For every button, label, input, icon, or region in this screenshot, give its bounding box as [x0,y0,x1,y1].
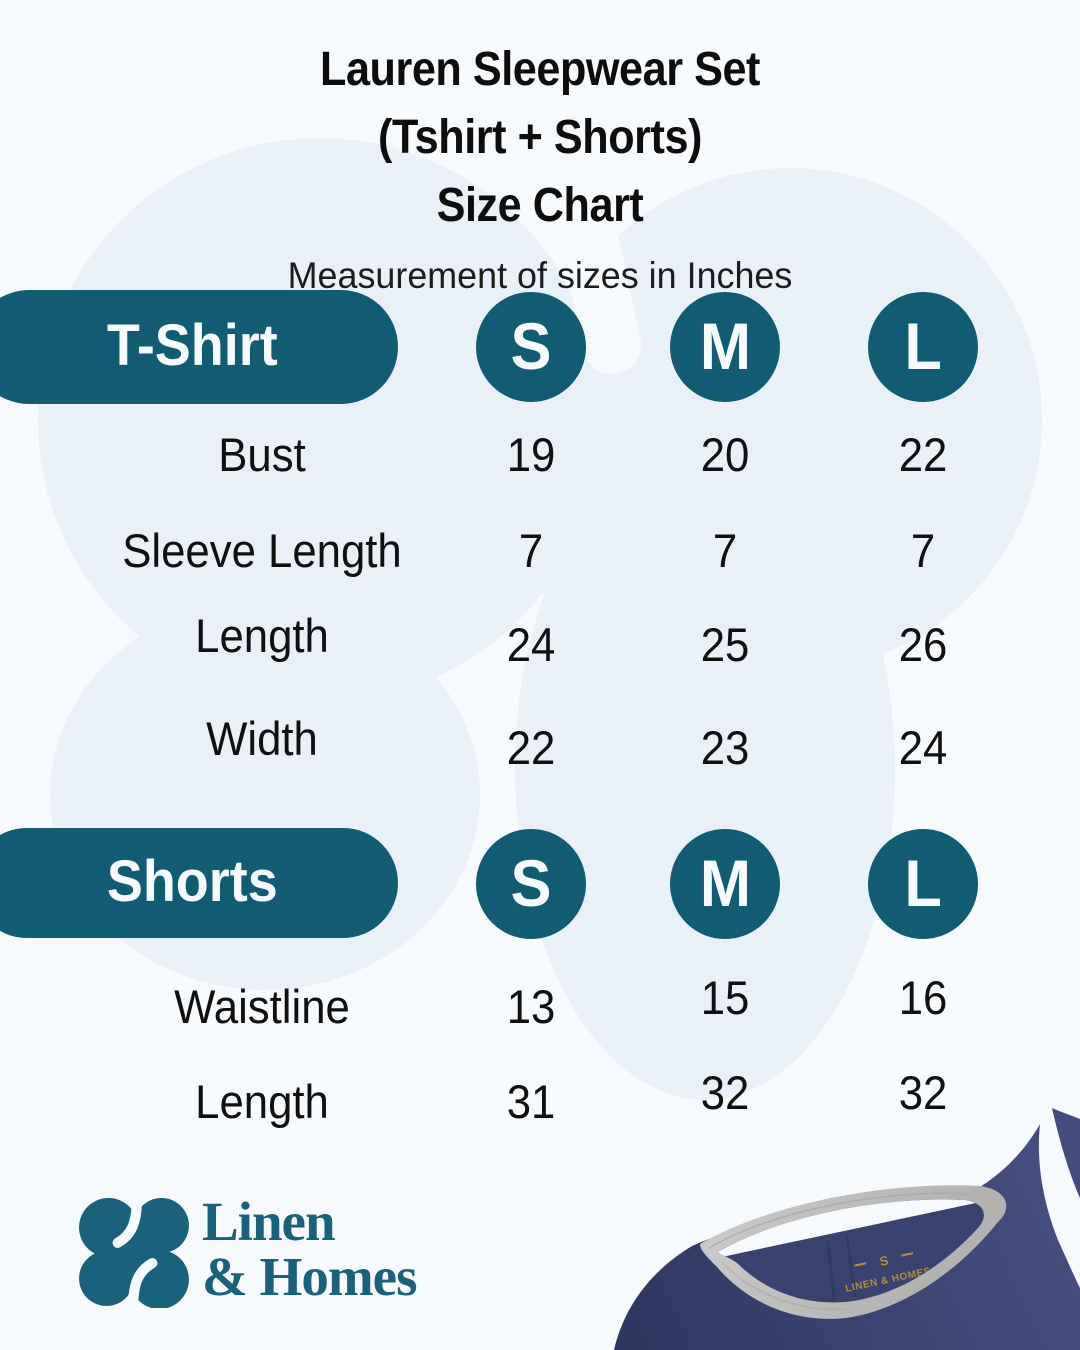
tshirt-row-length: Length 24 25 26 [0,609,1080,677]
shorts-size-circle-m: M [670,829,780,939]
tshirt-size-circle-l: L [868,292,978,402]
value-l: 22 [898,428,948,481]
header: Lauren Sleepwear Set (Tshirt + Shorts) S… [0,36,1080,298]
value-s: 13 [506,980,556,1033]
value-m: 23 [700,721,750,774]
shorts-section-label: Shorts [107,849,278,914]
value-s: 19 [506,428,556,481]
tshirt-row-sleeve-length: Sleeve Length 7 7 7 [0,519,1080,583]
value-l: 26 [898,618,948,671]
units-subtitle: Measurement of sizes in Inches [287,255,793,296]
shorts-section-pill: Shorts [0,828,398,938]
product-photo-tshirt-collar: S LINEN & HOMES [614,1108,1080,1350]
value-m: 25 [700,618,750,671]
value-m: 20 [700,428,750,481]
tshirt-section-pill: T-Shirt [0,290,398,404]
row-label: Length [195,609,329,662]
tshirt-size-circle-m: M [670,292,780,402]
tshirt-row-bust: Bust 19 20 22 [0,423,1080,487]
shorts-size-circle-l: L [868,829,978,939]
row-label: Waistline [174,980,350,1033]
value-s: 22 [506,721,556,774]
tshirt-right-sleeve [1052,1108,1080,1198]
tag-size-text: S [878,1253,890,1270]
value-l: 32 [898,1066,948,1119]
value-s: 24 [506,618,556,671]
page-title-line-3: Size Chart [436,179,644,232]
row-label: Sleeve Length [122,524,402,577]
page-title-line-1: Lauren Sleepwear Set [320,43,760,96]
brand-name-line-2: & Homes [202,1246,417,1307]
brand-name-line-1: Linen [202,1191,336,1252]
value-m: 15 [700,971,750,1024]
value-s: 7 [518,524,544,577]
shorts-row-length: Length 31 32 32 [0,1066,1080,1134]
value-s: 31 [506,1075,556,1128]
tshirt-section-label: T-Shirt [107,313,278,378]
shorts-row-waistline: Waistline 13 15 16 [0,971,1080,1039]
tshirt-size-circle-s: S [476,292,586,402]
tshirt-row-width: Width 22 23 24 [0,712,1080,780]
row-label: Width [206,712,318,765]
value-m: 7 [712,524,738,577]
linen-homes-logo-icon [79,1198,189,1308]
page-title-line-2: (Tshirt + Shorts) [378,111,702,164]
value-l: 16 [898,971,948,1024]
value-l: 7 [910,524,936,577]
shorts-size-circle-s: S [476,829,586,939]
value-m: 32 [700,1066,750,1119]
value-l: 24 [898,721,948,774]
row-label: Bust [218,428,306,481]
row-label: Length [195,1075,329,1128]
brand-wordmark: Linen & Homes [202,1191,417,1307]
